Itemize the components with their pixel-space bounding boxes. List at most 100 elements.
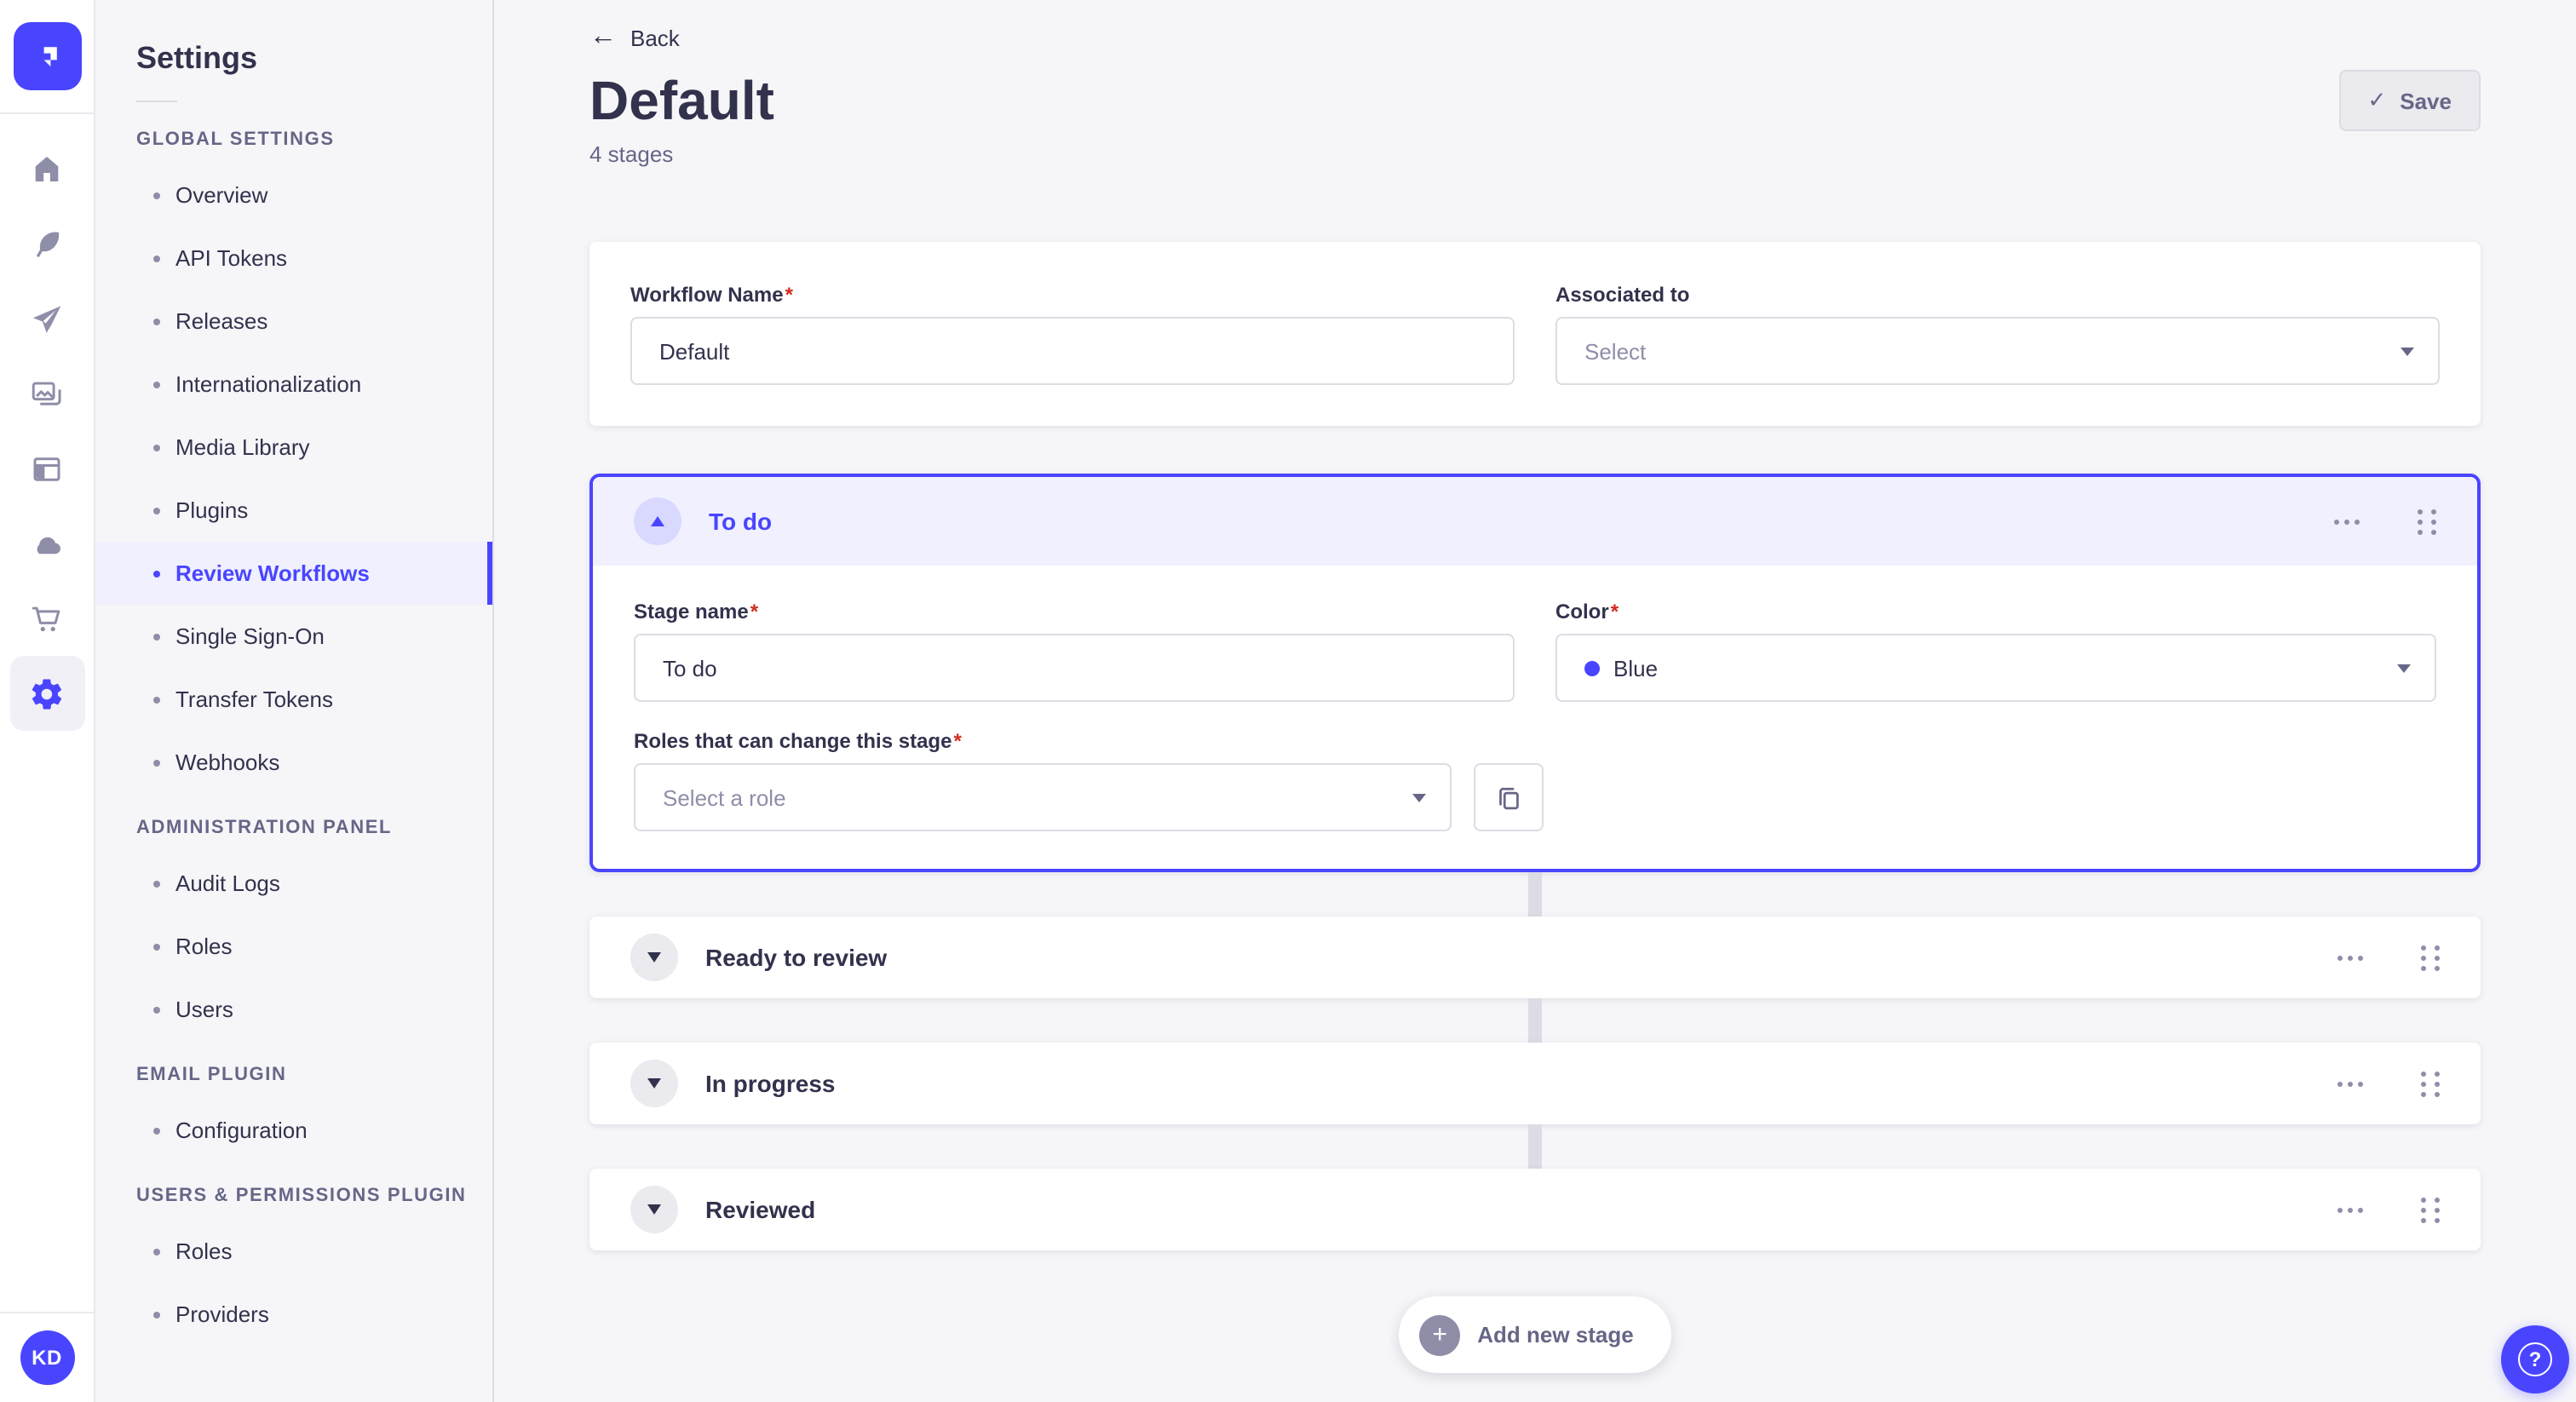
bullet-icon (153, 696, 160, 703)
rail-footer: KD (0, 1312, 94, 1402)
stage-todo-body: Stage name* Color* Blue (593, 566, 2477, 869)
layout-icon[interactable] (9, 431, 84, 506)
workflow-name-input[interactable] (630, 317, 1515, 385)
sidebar-item-up-roles[interactable]: Roles (95, 1220, 492, 1283)
sidebar-item-up-providers[interactable]: Providers (95, 1283, 492, 1346)
bullet-icon (153, 318, 160, 325)
save-button[interactable]: ✓ Save (2338, 70, 2481, 131)
collapse-toggle-icon[interactable] (634, 497, 681, 545)
more-options-icon[interactable] (2331, 948, 2370, 967)
help-button[interactable]: ? (2501, 1325, 2569, 1393)
section-header: USERS & PERMISSIONS PLUGIN (136, 1186, 467, 1206)
copy-icon (1499, 786, 1519, 809)
stage-card-reviewed[interactable]: Reviewed (589, 1169, 2481, 1250)
stage-name-label: Stage name * (634, 600, 759, 623)
duplicate-stage-button[interactable] (1474, 763, 1544, 831)
logo-cell (0, 0, 94, 114)
avatar[interactable]: KD (20, 1330, 74, 1385)
expand-toggle-icon[interactable] (630, 934, 678, 981)
section-email-plugin: EMAIL PLUGIN Configuration (95, 1051, 492, 1162)
sidebar-item-webhooks[interactable]: Webhooks (95, 731, 492, 794)
more-options-icon[interactable] (2331, 1074, 2370, 1093)
section-global-settings: GLOBAL SETTINGS Overview API Tokens Rele… (95, 116, 492, 794)
sidebar-item-plugins[interactable]: Plugins (95, 479, 492, 542)
workflow-name-label: Workflow Name * (630, 283, 793, 307)
stage-name-input[interactable] (634, 634, 1515, 702)
expand-toggle-icon[interactable] (630, 1186, 678, 1233)
color-field-group: Color * Blue (1555, 600, 2436, 702)
stage-name-field-group: Stage name * (634, 600, 1515, 702)
back-arrow-icon: ← (589, 22, 617, 51)
strapi-logo[interactable] (13, 22, 81, 90)
stage-card-ready-to-review[interactable]: Ready to review (589, 916, 2481, 998)
select-placeholder: Select a role (663, 784, 786, 810)
more-options-icon[interactable] (2331, 1200, 2370, 1219)
sidebar-item-review-workflows[interactable]: Review Workflows (95, 542, 492, 605)
bullet-icon (153, 880, 160, 887)
section-users-permissions-plugin: USERS & PERMISSIONS PLUGIN Roles Provide… (95, 1172, 492, 1346)
strapi-logo-icon (43, 47, 56, 67)
stage-connector (1528, 872, 1542, 916)
sidebar-item-releases[interactable]: Releases (95, 290, 492, 353)
drag-handle-icon[interactable] (2414, 1190, 2447, 1229)
sidebar-item-transfer-tokens[interactable]: Transfer Tokens (95, 668, 492, 731)
associated-to-label: Associated to (1555, 283, 1690, 307)
cart-icon[interactable] (9, 581, 84, 656)
plus-icon: + (1419, 1314, 1461, 1355)
drag-handle-icon[interactable] (2414, 1064, 2447, 1103)
stage-card-in-progress[interactable]: In progress (589, 1043, 2481, 1124)
section-header: GLOBAL SETTINGS (136, 129, 335, 150)
bullet-icon (153, 1127, 160, 1134)
question-mark-icon: ? (2518, 1342, 2552, 1376)
roles-field-group: Roles that can change this stage * Select… (634, 729, 2436, 831)
bullet-icon (153, 570, 160, 577)
bullet-icon (153, 759, 160, 766)
drag-handle-icon[interactable] (2411, 502, 2443, 541)
sidebar-item-admin-users[interactable]: Users (95, 978, 492, 1041)
required-asterisk: * (953, 729, 962, 753)
bullet-icon (153, 444, 160, 451)
home-icon[interactable] (9, 131, 84, 206)
sidebar-item-single-sign-on[interactable]: Single Sign-On (95, 605, 492, 668)
gear-icon[interactable] (9, 656, 84, 731)
triangle-down-icon (647, 1204, 661, 1215)
bullet-icon (153, 381, 160, 388)
sidebar-item-media-library[interactable]: Media Library (95, 416, 492, 479)
bullet-icon (153, 192, 160, 198)
bullet-icon (153, 255, 160, 261)
pictures-icon[interactable] (9, 356, 84, 431)
color-select[interactable]: Blue (1555, 634, 2436, 702)
sidebar-item-api-tokens[interactable]: API Tokens (95, 227, 492, 290)
bullet-icon (153, 1248, 160, 1255)
check-icon: ✓ (2367, 87, 2387, 112)
chevron-down-icon (1412, 794, 1426, 802)
roles-select[interactable]: Select a role (634, 763, 1452, 831)
color-label: Color * (1555, 600, 1619, 623)
drag-handle-icon[interactable] (2414, 938, 2447, 977)
cloud-icon[interactable] (9, 506, 84, 581)
sidebar-item-admin-roles[interactable]: Roles (95, 915, 492, 978)
roles-label: Roles that can change this stage * (634, 729, 962, 753)
more-options-icon[interactable] (2327, 512, 2366, 531)
rail-nav-items (0, 114, 94, 731)
stage-title: To do (709, 508, 773, 535)
triangle-down-icon (647, 1078, 661, 1089)
subnav-divider (136, 101, 177, 102)
sidebar-item-internationalization[interactable]: Internationalization (95, 353, 492, 416)
triangle-up-icon (651, 516, 664, 526)
expand-toggle-icon[interactable] (630, 1060, 678, 1107)
stage-todo-header[interactable]: To do (593, 477, 2477, 566)
paper-plane-icon[interactable] (9, 281, 84, 356)
sidebar-item-audit-logs[interactable]: Audit Logs (95, 852, 492, 915)
back-link[interactable]: ← Back (589, 22, 680, 51)
workflow-name-field-group: Workflow Name * (630, 283, 1515, 385)
stage-title: In progress (705, 1070, 836, 1097)
sidebar-item-overview[interactable]: Overview (95, 164, 492, 227)
settings-subnav: Settings GLOBAL SETTINGS Overview API To… (95, 0, 494, 1402)
associated-to-select[interactable]: Select (1555, 317, 2440, 385)
feather-icon[interactable] (9, 206, 84, 281)
section-header: EMAIL PLUGIN (136, 1065, 287, 1085)
add-new-stage-button[interactable]: + Add new stage (1399, 1296, 1671, 1373)
color-dot-icon (1584, 660, 1600, 675)
sidebar-item-email-configuration[interactable]: Configuration (95, 1099, 492, 1162)
